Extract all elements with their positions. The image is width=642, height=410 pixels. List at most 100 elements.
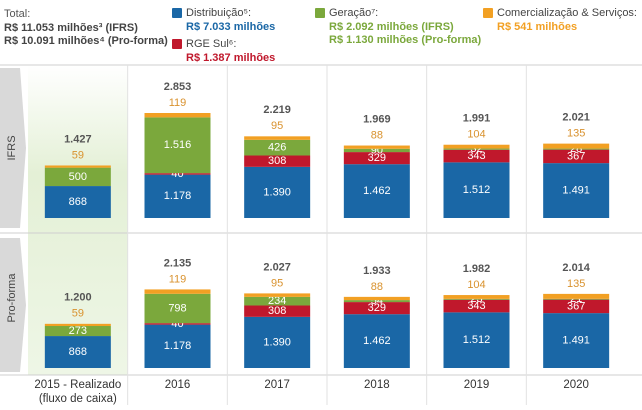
bar-segment <box>244 305 311 317</box>
bar-segment <box>543 163 610 218</box>
bar-segment <box>443 148 510 150</box>
value-label: 1.390 <box>263 186 291 198</box>
bar-segment <box>343 152 410 165</box>
total-label: 1.982 <box>463 263 491 275</box>
value-label: 308 <box>268 305 286 317</box>
value-label: 1.512 <box>463 184 491 196</box>
value-label: 104 <box>467 279 485 291</box>
value-label: 88 <box>371 129 383 141</box>
bar-segment <box>543 143 610 149</box>
value-label: 343 <box>467 300 485 312</box>
value-label: 54 <box>371 295 383 307</box>
bar-segment <box>543 149 610 164</box>
bar-segment <box>144 174 211 218</box>
value-label: 119 <box>169 273 187 285</box>
value-label: 367 <box>567 300 585 312</box>
total-label: 1.427 <box>64 133 92 145</box>
x-tick-label: 2018 <box>364 379 390 391</box>
bar-segment <box>543 313 610 368</box>
bar-segment <box>244 293 311 297</box>
bar-segment <box>543 298 610 300</box>
bar-segment <box>443 144 510 149</box>
value-label: 95 <box>271 120 283 132</box>
bar-segment <box>44 186 111 218</box>
legend-total: R$ 11.053 milhões³ (IFRS) <box>4 22 138 34</box>
value-label: 119 <box>169 97 187 109</box>
legend-label: Geração⁷: <box>329 7 378 19</box>
bar-segment <box>44 167 111 187</box>
legend-title: Total: <box>4 8 30 20</box>
value-label: 1.491 <box>562 334 590 346</box>
bar-segment <box>244 155 311 167</box>
value-label: 59 <box>72 308 84 320</box>
bar-segment <box>144 117 211 174</box>
total-label: 2.021 <box>562 112 590 124</box>
value-label: 273 <box>69 325 87 337</box>
value-label: 23 <box>470 293 482 305</box>
total-label: 1.200 <box>64 292 92 304</box>
bar-segment <box>443 298 510 300</box>
bar-segment <box>343 145 410 149</box>
panel-tab <box>0 238 26 372</box>
value-label: 104 <box>467 129 485 141</box>
value-label: 426 <box>268 142 286 154</box>
value-label: 234 <box>268 295 286 307</box>
value-label: 343 <box>467 150 485 162</box>
total-label: 2.135 <box>164 257 192 269</box>
bar-segment <box>343 148 410 153</box>
value-label: 135 <box>567 278 585 290</box>
total-label: 1.969 <box>363 113 391 125</box>
value-label: 1.178 <box>164 190 192 202</box>
value-label: 798 <box>168 302 186 314</box>
x-tick-label: 2019 <box>463 379 490 391</box>
bar-segment <box>543 299 610 314</box>
legend-swatch <box>172 8 182 18</box>
legend-swatch <box>483 8 493 18</box>
bar-segment <box>144 323 211 325</box>
value-label: 1.462 <box>363 185 391 197</box>
bar-segment <box>244 166 311 218</box>
legend-label: Distribuição⁵: <box>186 7 251 19</box>
legend-note: R$ 7.033 milhões <box>186 21 275 33</box>
value-label: 329 <box>368 302 386 314</box>
bar-segment <box>244 136 311 140</box>
bar-segment <box>543 293 610 299</box>
value-label: 868 <box>69 346 87 358</box>
total-label: 1.991 <box>463 113 491 125</box>
legend-note: R$ 1.130 milhões (Pro-forma) <box>329 34 482 46</box>
value-label: 1.178 <box>164 340 192 352</box>
x-tick-label: 2016 <box>164 379 191 391</box>
value-label: 1.462 <box>363 335 391 347</box>
bar-segment <box>443 312 510 368</box>
bar-segment <box>443 295 510 299</box>
legend-total: R$ 10.091 milhões⁴ (Pro-forma) <box>4 35 168 47</box>
value-label: 367 <box>567 150 585 162</box>
total-label: 2.014 <box>562 262 590 274</box>
x-tick-label: 2017 <box>264 379 290 391</box>
legend-note: R$ 1.387 milhões <box>186 52 275 64</box>
bar-segment <box>44 326 111 337</box>
x-tick-label: 2015 - Realizado (fluxo de caixa) <box>34 379 122 405</box>
bar-segment <box>443 149 510 163</box>
bar-segment <box>44 323 111 327</box>
legend-swatch <box>172 39 182 49</box>
total-label: 2.853 <box>164 81 192 93</box>
bar-segment <box>44 336 111 368</box>
bar-segment <box>244 296 311 306</box>
bar-segment <box>343 164 410 218</box>
x-tick-label: 2020 <box>563 379 589 391</box>
value-label: 59 <box>72 149 84 161</box>
value-label: 1.390 <box>263 336 291 348</box>
bar-segment <box>343 314 410 368</box>
total-label: 2.219 <box>263 104 291 116</box>
value-label: 1.512 <box>463 334 491 346</box>
bar-segment <box>144 293 211 324</box>
value-label: 88 <box>371 281 383 293</box>
bar-segment <box>144 173 211 175</box>
bar-segment <box>343 296 410 301</box>
legend-label: RGE Sul⁶: <box>186 38 236 50</box>
highlight <box>28 65 128 375</box>
bar-segment <box>244 316 311 368</box>
legend-label: Comercialização & Serviços: <box>497 7 637 19</box>
